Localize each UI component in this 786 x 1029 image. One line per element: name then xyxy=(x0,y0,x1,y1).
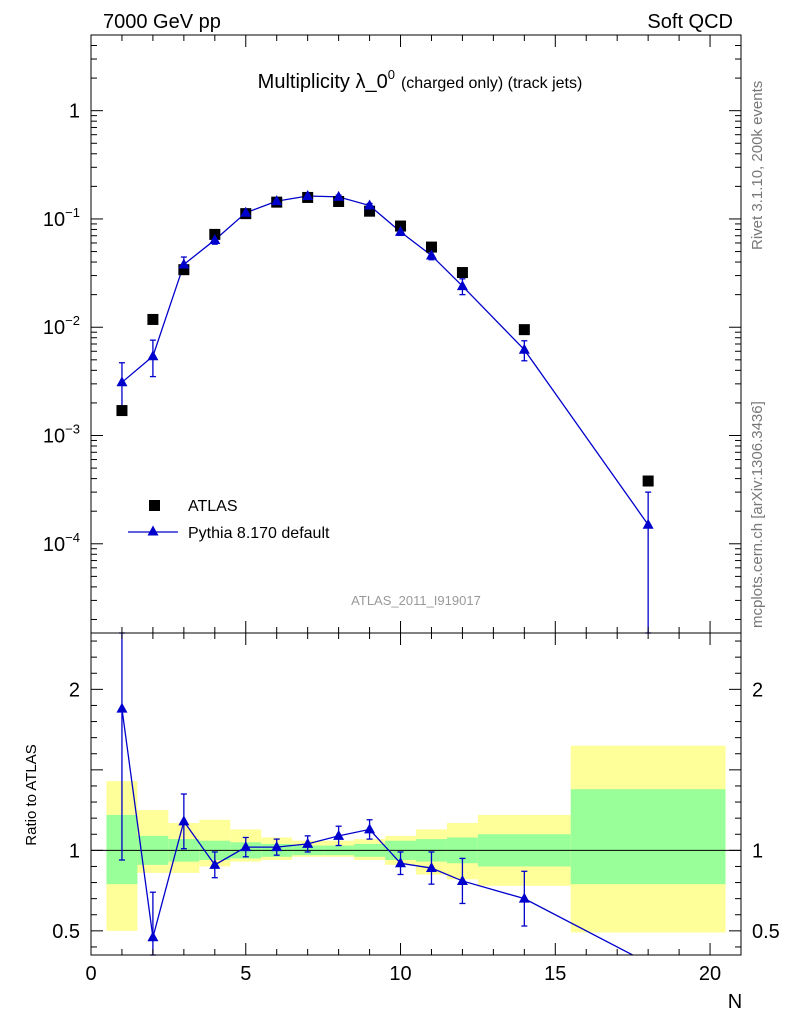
pythia-ratio-point xyxy=(364,823,376,834)
pythia-ratio-point xyxy=(395,857,407,868)
chart-title-main: Multiplicity λ_0 xyxy=(258,71,388,93)
header-right-label: Soft QCD xyxy=(647,11,733,33)
pythia-ratio-point xyxy=(518,892,530,903)
main-y-tick-label-base: 1 xyxy=(69,101,80,123)
pythia-data-point xyxy=(178,258,190,269)
pythia-ratio-point xyxy=(209,858,221,869)
pythia-ratio-point xyxy=(147,931,159,942)
pythia-data-point xyxy=(209,233,221,244)
legend-pythia-label: Pythia 8.170 default xyxy=(188,525,330,542)
ratio-uncertainty-bands xyxy=(91,745,741,933)
ratio-panel-marks xyxy=(116,632,635,956)
legend-atlas-label: ATLAS xyxy=(188,498,238,515)
main-y-tick-label-base: 10 xyxy=(43,534,65,556)
pythia-ratio-point xyxy=(302,837,314,848)
chart-title-superscript: 0 xyxy=(388,67,395,82)
chart-title: Multiplicity λ_00 (charged only) (track j… xyxy=(258,67,583,93)
rivet-version-label: Rivet 3.1.10, 200k events xyxy=(749,81,766,250)
ratio-y-tick-label-left: 1 xyxy=(69,840,80,862)
ratio-y-tick-label-left: 2 xyxy=(69,679,80,701)
main-y-tick-label-base: 10 xyxy=(43,426,65,448)
atlas-data-point xyxy=(642,475,654,487)
pythia-data-point xyxy=(302,189,314,200)
pythia-data-point xyxy=(425,249,437,260)
main-y-tick-label-exponent: −1 xyxy=(65,205,80,220)
pythia-data-point xyxy=(271,195,283,206)
pythia-ratio-point xyxy=(456,874,468,885)
pythia-data-point xyxy=(518,343,530,354)
atlas-data-point xyxy=(425,241,437,253)
axes-layer: 110−110−210−310−40 5 10 15 200.5 0.51 12 2 xyxy=(43,34,780,985)
x-tick-label: 20 xyxy=(699,963,721,985)
atlas-data-point xyxy=(147,313,159,325)
main-y-tick-label: 10−2 xyxy=(43,313,80,339)
ratio-y-tick-label-left: 0.5 xyxy=(52,921,80,943)
x-tick-label: 10 xyxy=(389,963,411,985)
pythia-data-point xyxy=(240,206,252,217)
pythia-ratio-point xyxy=(333,829,345,840)
atlas-data-point xyxy=(333,195,345,207)
pythia-data-point xyxy=(147,350,159,361)
main-y-tick-label: 1 xyxy=(69,101,80,123)
ratio-y-tick-label-right: 0.5 xyxy=(752,921,780,943)
mcplots-label: mcplots.cern.ch [arXiv:1306.3436] xyxy=(749,401,766,628)
pythia-line xyxy=(121,195,649,526)
analysis-id-label: ATLAS_2011_I919017 xyxy=(351,593,481,608)
main-panel-marks xyxy=(116,189,654,634)
atlas-data-point xyxy=(518,324,530,336)
pythia-data-point xyxy=(642,518,654,529)
legend-pythia-marker xyxy=(147,525,159,536)
pythia-data-point xyxy=(116,376,128,387)
chart-title-small: (charged only) (track jets) xyxy=(401,75,582,92)
pythia-data-point xyxy=(395,225,407,236)
x-tick-label: 0 xyxy=(85,963,96,985)
x-tick-label: 15 xyxy=(544,963,566,985)
main-y-tick-label: 10−3 xyxy=(43,422,80,448)
x-tick-label: 5 xyxy=(240,963,251,985)
atlas-data-point xyxy=(364,205,376,217)
main-y-tick-label-base: 10 xyxy=(43,317,65,339)
ratio-y-tick-label-right: 1 xyxy=(752,840,763,862)
x-axis-label: N xyxy=(728,991,742,1013)
pythia-data-point xyxy=(364,199,376,210)
ratio-panel-frame xyxy=(90,632,742,956)
pythia-data-point xyxy=(456,280,468,291)
main-y-tick-label: 10−1 xyxy=(43,205,80,231)
main-y-tick-label-exponent: −2 xyxy=(65,313,80,328)
main-y-tick-label-exponent: −4 xyxy=(65,530,80,545)
pythia-ratio-point xyxy=(240,841,252,852)
ratio-y-tick-label-right: 2 xyxy=(752,679,763,701)
ratio-y-axis-label: Ratio to ATLAS xyxy=(23,744,40,845)
atlas-data-point xyxy=(116,405,128,417)
pythia-ratio-point xyxy=(178,815,190,826)
main-panel-frame xyxy=(90,34,742,634)
legend: ATLAS Pythia 8.170 default xyxy=(128,498,330,542)
atlas-data-point xyxy=(178,264,190,276)
pythia-ratio-point xyxy=(425,862,437,873)
pythia-ratio-point xyxy=(116,702,128,713)
atlas-data-point xyxy=(456,267,468,279)
pythia-ratio-line xyxy=(121,708,635,955)
header-left-label: 7000 GeV pp xyxy=(103,11,221,33)
main-y-tick-label-base: 10 xyxy=(43,209,65,231)
ratio-band-inner xyxy=(570,789,726,885)
pythia-ratio-point xyxy=(271,841,283,852)
main-y-tick-label: 10−4 xyxy=(43,530,80,556)
legend-atlas-marker xyxy=(149,500,160,511)
main-y-tick-label-exponent: −3 xyxy=(65,422,80,437)
pythia-data-point xyxy=(333,190,345,201)
